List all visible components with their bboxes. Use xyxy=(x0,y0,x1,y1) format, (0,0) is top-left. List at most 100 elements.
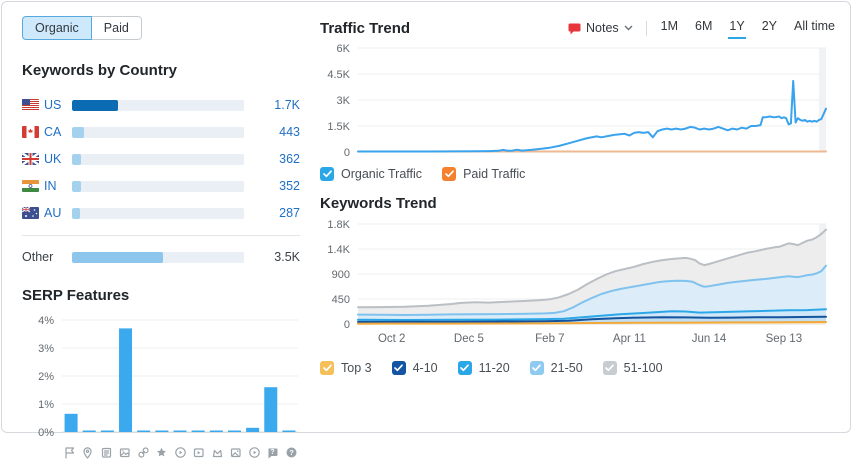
serp-bar-featured-video[interactable] xyxy=(191,430,205,433)
toggle-organic-button[interactable]: Organic xyxy=(22,16,92,40)
reviews-icon[interactable] xyxy=(155,445,169,459)
range-6m[interactable]: 6M xyxy=(695,19,713,33)
keywords-checkbox-4-10[interactable] xyxy=(391,361,406,375)
sitelinks-icon[interactable] xyxy=(136,445,150,459)
keywords-legend-item: 11-20 xyxy=(457,361,510,375)
top-stories-icon[interactable] xyxy=(99,445,113,459)
svg-text:4%: 4% xyxy=(38,315,54,327)
country-keywords-value[interactable]: 287 xyxy=(279,206,300,220)
country-code-link[interactable]: AU xyxy=(44,206,62,220)
range-1y[interactable]: 1Y xyxy=(728,17,746,39)
svg-text:450: 450 xyxy=(332,294,350,306)
chevron-down-icon xyxy=(624,25,633,31)
featured-video-icon[interactable] xyxy=(192,445,206,459)
serp-features-chart: 0% 1% 2% 3% 4% xyxy=(38,315,298,439)
serp-bar-sitelinks[interactable] xyxy=(137,430,151,433)
featured-snippet-icon[interactable] xyxy=(62,445,76,459)
video-icon[interactable] xyxy=(173,445,187,459)
serp-bar-video-carousel[interactable] xyxy=(246,427,260,432)
us-flag-icon xyxy=(22,99,44,111)
keywords-checkbox-21-50[interactable] xyxy=(529,361,544,375)
serp-bar-video[interactable] xyxy=(173,430,187,433)
country-code-link[interactable]: UK xyxy=(44,152,62,166)
traffic-trend-chart: 0 1.5K 3K 4.5K 6K xyxy=(327,43,827,159)
svg-text:?: ? xyxy=(289,448,294,457)
other-share-bar xyxy=(72,251,244,263)
people-also-ask-icon[interactable]: ? xyxy=(266,445,280,459)
check-icon xyxy=(532,364,542,372)
keywords-checkbox-top-3[interactable] xyxy=(320,361,334,375)
country-share-bar xyxy=(72,207,244,219)
country-list: US 1.7K CA 443 UK 362 IN 352 AU 287 Other… xyxy=(22,95,300,267)
serp-bar-top-stories[interactable] xyxy=(100,430,114,433)
check-icon xyxy=(444,170,454,178)
toggle-paid-button[interactable]: Paid xyxy=(90,16,142,40)
check-icon xyxy=(394,364,403,372)
range-1m[interactable]: 1M xyxy=(660,19,679,33)
svg-text:3K: 3K xyxy=(337,95,351,107)
legend-label: 11-20 xyxy=(478,361,510,375)
keywords-legend-item: 21-50 xyxy=(529,361,583,375)
check-icon xyxy=(322,364,332,372)
traffic-legend-item: Paid Traffic xyxy=(442,167,525,181)
images-icon[interactable] xyxy=(118,445,132,459)
keywords-checkbox-51-100[interactable] xyxy=(602,361,617,375)
serp-bar-top-ads[interactable] xyxy=(209,430,223,433)
serp-bar-reviews[interactable] xyxy=(155,430,169,433)
traffic-trend-title: Traffic Trend xyxy=(320,19,411,37)
serp-bar-local-pack[interactable] xyxy=(82,430,96,433)
serp-bar-featured-snippet[interactable] xyxy=(64,413,78,432)
country-keywords-value[interactable]: 1.7K xyxy=(274,98,300,112)
country-code-link[interactable]: CA xyxy=(44,125,62,139)
traffic-checkbox-paid-traffic[interactable] xyxy=(442,167,457,181)
serp-features-title: SERP Features xyxy=(22,287,130,304)
image-pack-icon[interactable] xyxy=(229,445,243,459)
serp-bar-images[interactable] xyxy=(119,328,133,432)
top-ads-icon[interactable] xyxy=(210,445,224,459)
range-all-time[interactable]: All time xyxy=(794,19,835,33)
serp-bar-related-questions[interactable] xyxy=(282,430,296,433)
country-code-link[interactable]: US xyxy=(44,98,62,112)
keywords-legend-item: 4-10 xyxy=(391,361,438,375)
traffic-checkbox-organic-traffic[interactable] xyxy=(320,167,334,181)
related-questions-icon[interactable]: ? xyxy=(284,445,298,459)
svg-text:?: ? xyxy=(270,449,274,456)
check-icon xyxy=(322,170,332,178)
country-row-other: Other 3.5K xyxy=(22,247,300,267)
keywords-by-country-title: Keywords by Country xyxy=(22,62,178,79)
svg-text:Sep 13: Sep 13 xyxy=(766,333,802,345)
serp-bar-people-also-ask[interactable] xyxy=(264,387,278,432)
in-flag-icon xyxy=(22,180,44,192)
traffic-trend-header: Traffic Trend Notes 1M 6M 1Y 2Y All time xyxy=(320,16,836,40)
ca-flag-icon xyxy=(22,126,44,138)
keywords-legend-item: 51-100 xyxy=(602,361,663,375)
legend-label: Paid Traffic xyxy=(463,167,526,181)
svg-text:Oct 2: Oct 2 xyxy=(378,333,405,345)
country-keywords-value[interactable]: 352 xyxy=(279,179,300,193)
left-column: Organic Paid Keywords by Country US 1.7K… xyxy=(22,16,300,459)
country-row-us: US 1.7K xyxy=(22,95,300,115)
country-keywords-value[interactable]: 443 xyxy=(279,125,300,139)
keywords-trend-title: Keywords Trend xyxy=(320,195,437,212)
serp-bar-image-pack[interactable] xyxy=(227,430,241,433)
svg-text:Apr 11: Apr 11 xyxy=(613,333,646,345)
svg-text:2%: 2% xyxy=(38,371,54,383)
country-keywords-value[interactable]: 362 xyxy=(279,152,300,166)
video-carousel-icon[interactable] xyxy=(247,445,261,459)
notes-icon xyxy=(568,23,581,34)
serp-feature-icons: ?? xyxy=(62,445,298,459)
check-icon xyxy=(605,364,615,372)
local-pack-icon[interactable] xyxy=(81,445,95,459)
country-code-link[interactable]: IN xyxy=(44,179,57,193)
keywords-checkbox-11-20[interactable] xyxy=(457,361,472,375)
svg-text:1.4K: 1.4K xyxy=(327,244,350,256)
svg-text:3%: 3% xyxy=(38,343,54,355)
check-icon xyxy=(460,364,469,372)
notes-button[interactable]: Notes xyxy=(568,21,633,35)
range-2y[interactable]: 2Y xyxy=(761,19,778,33)
keywords-trend-legend: Top 3 4-10 11-20 21-50 51-100 xyxy=(320,361,836,375)
svg-text:1%: 1% xyxy=(38,399,54,411)
keywords-legend-item: Top 3 xyxy=(320,361,372,375)
traffic-trend-controls: Notes 1M 6M 1Y 2Y All time xyxy=(568,17,836,39)
